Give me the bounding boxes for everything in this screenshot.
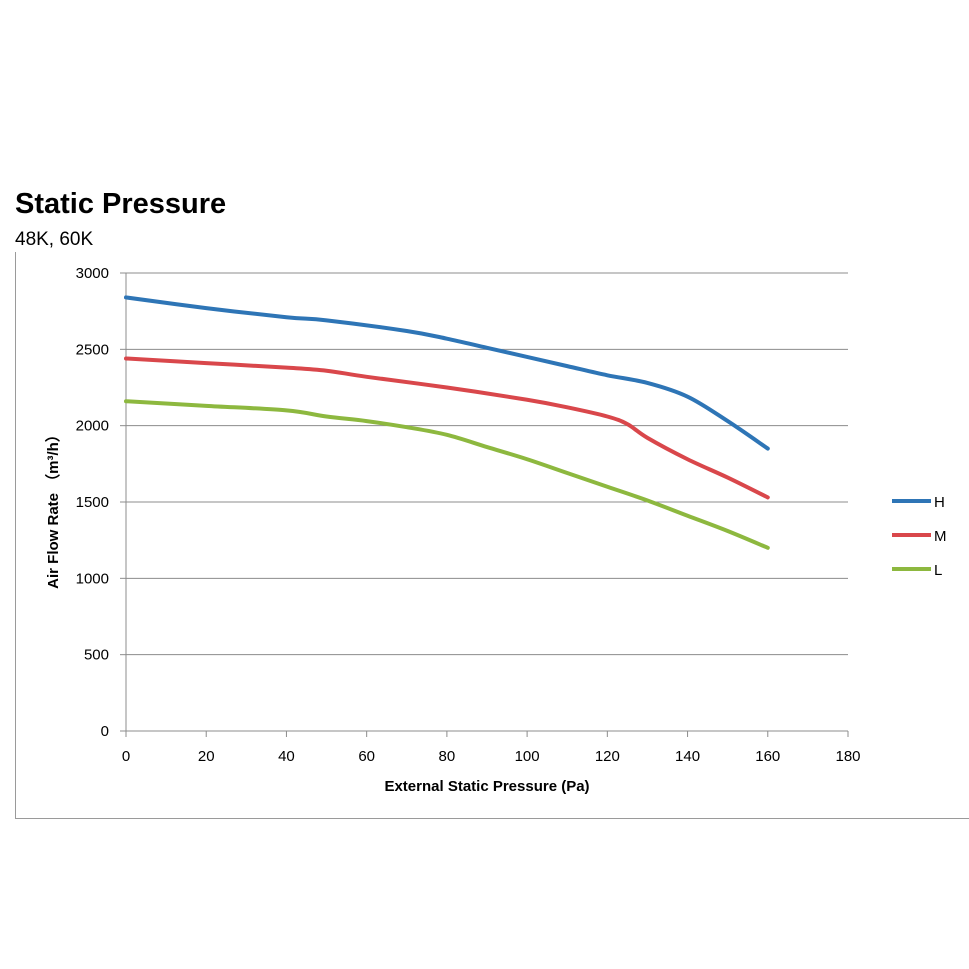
x-tick-label: 120 (595, 748, 620, 765)
y-axis-title: Air Flow Rate （m³/h） (44, 427, 62, 589)
y-tick-label: 500 (84, 647, 109, 664)
y-tick-label: 2500 (76, 341, 109, 358)
y-tick-label: 3000 (76, 265, 109, 282)
x-tick-label: 0 (122, 748, 130, 765)
frame-left-border (15, 252, 16, 819)
x-tick-label: 180 (835, 748, 860, 765)
x-tick-label: 100 (515, 748, 540, 765)
y-tick-labels: 0 500 1000 1500 2000 2500 3000 (76, 265, 126, 740)
x-tick-label: 80 (439, 748, 456, 765)
chart-title: Static Pressure (15, 188, 227, 220)
y-tick-label: 1000 (76, 570, 109, 587)
x-tick-label: 60 (358, 748, 375, 765)
y-tick-label: 1500 (76, 494, 109, 511)
x-tick-labels: 0 20 40 60 80 100 120 140 160 180 (122, 731, 861, 765)
frame-bottom-border (15, 818, 969, 819)
legend: HML (892, 494, 947, 579)
x-tick-label: 160 (755, 748, 780, 765)
series-line-L (124, 399, 770, 550)
x-axis-title: External Static Pressure (Pa) (384, 778, 589, 795)
legend-label-L: L (934, 562, 942, 579)
x-tick-label: 20 (198, 748, 215, 765)
legend-label-M: M (934, 528, 947, 545)
x-tick-label: 40 (278, 748, 295, 765)
x-tick-label: 140 (675, 748, 700, 765)
y-tick-label: 0 (101, 723, 109, 740)
series-line-M (124, 356, 770, 500)
legend-label-H: H (934, 494, 945, 511)
series-lines (124, 295, 770, 550)
series-line-H (124, 295, 770, 451)
chart-subtitle: 48K, 60K (15, 229, 94, 250)
y-tick-label: 2000 (76, 418, 109, 435)
grid-lines (126, 272, 848, 656)
